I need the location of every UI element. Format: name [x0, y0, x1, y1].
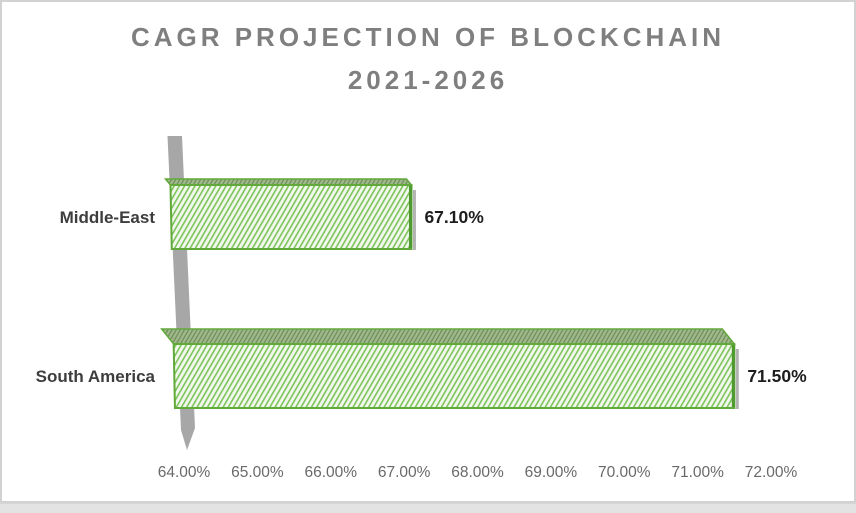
x-axis-tick-label: 71.00% [671, 464, 724, 481]
plot-area: Middle-East 67.10% South America 71.50% 64.0… [36, 136, 807, 481]
x-axis-tick-label: 64.00% [158, 464, 211, 481]
x-axis-tick-label: 67.00% [378, 464, 431, 481]
chart-title: CAGR PROJECTION OF BLOCKCHAIN 2021-2026 [2, 16, 854, 102]
chart-title-line2: 2021-2026 [347, 65, 509, 95]
x-axis-tick-label: 65.00% [231, 464, 284, 481]
bar-top-face [160, 328, 736, 345]
category-label: South America [36, 367, 156, 386]
bottom-edge [0, 503, 856, 513]
bar-row-middle-east: Middle-East 67.10% [60, 178, 484, 250]
data-label: 71.50% [747, 366, 807, 386]
x-axis-tick-label: 72.00% [745, 464, 798, 481]
chart-title-line1: CAGR PROJECTION OF BLOCKCHAIN [130, 22, 726, 52]
x-axis-tick-label: 68.00% [451, 464, 504, 481]
category-label: Middle-East [60, 208, 156, 227]
x-axis-tick-label: 69.00% [525, 464, 578, 481]
data-label: 67.10% [424, 207, 484, 227]
bar-front-face [172, 343, 736, 409]
bar-row-south-america: South America 71.50% [36, 328, 807, 409]
x-axis-tick-label: 66.00% [304, 464, 357, 481]
bar-front-face [169, 184, 413, 250]
x-axis-tick-label: 70.00% [598, 464, 651, 481]
